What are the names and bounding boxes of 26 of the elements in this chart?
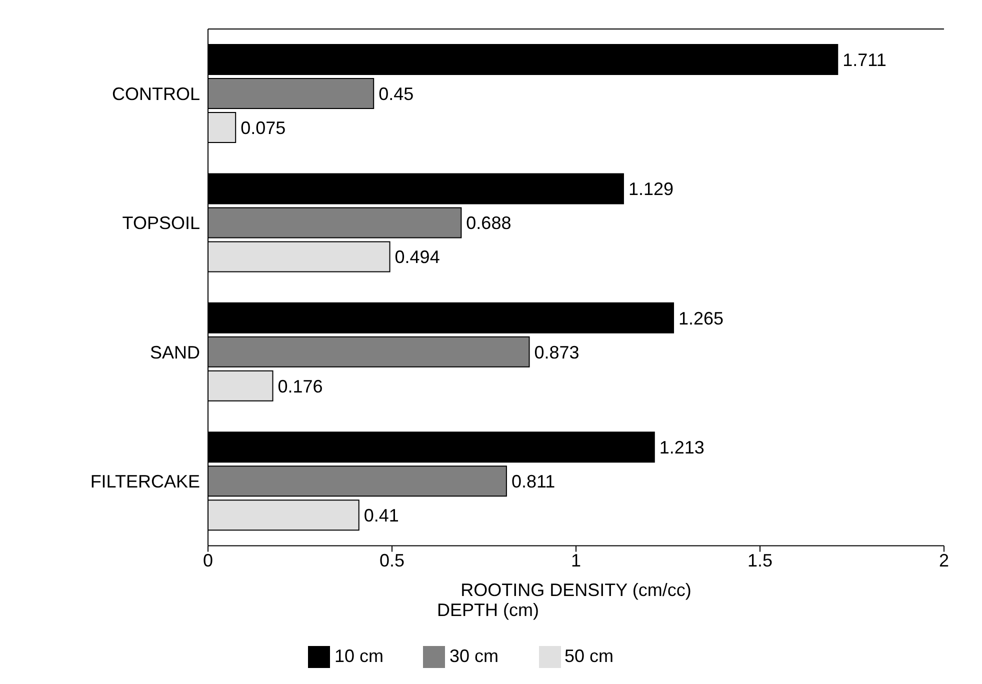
data-label: 0.45 xyxy=(378,84,414,104)
y-tick-label: SAND xyxy=(150,342,200,362)
legend-label: 50 cm xyxy=(564,646,614,666)
x-tick-label: 1 xyxy=(570,550,582,571)
data-label: 0.811 xyxy=(511,471,556,492)
x-tick-label: 1.5 xyxy=(747,550,773,571)
x-tick-label: 0.5 xyxy=(379,550,405,571)
legend-label: 30 cm xyxy=(449,646,499,666)
data-label: 0.688 xyxy=(466,213,512,234)
data-label: 0.494 xyxy=(394,247,440,268)
x-tick-label: 0 xyxy=(202,550,214,571)
data-label: 0.873 xyxy=(534,342,580,362)
data-label: 1.129 xyxy=(628,179,674,200)
data-label: 0.41 xyxy=(364,505,399,526)
data-label: 0.075 xyxy=(240,118,286,138)
y-tick-label: TOPSOIL xyxy=(122,213,200,234)
y-tick-label: FILTERCAKE xyxy=(90,472,200,492)
y-tick-label: CONTROL xyxy=(112,84,200,104)
x-axis-title: ROOTING DENSITY (cm/cc) xyxy=(460,580,692,600)
data-label: 1.265 xyxy=(678,308,724,328)
legend-label: 10 cm xyxy=(334,646,384,666)
legend-title: DEPTH (cm) xyxy=(436,600,540,621)
data-label: 1.213 xyxy=(659,437,704,458)
data-label: 0.176 xyxy=(278,376,323,396)
x-tick-label: 2 xyxy=(938,550,950,571)
data-label: 1.711 xyxy=(842,50,886,70)
